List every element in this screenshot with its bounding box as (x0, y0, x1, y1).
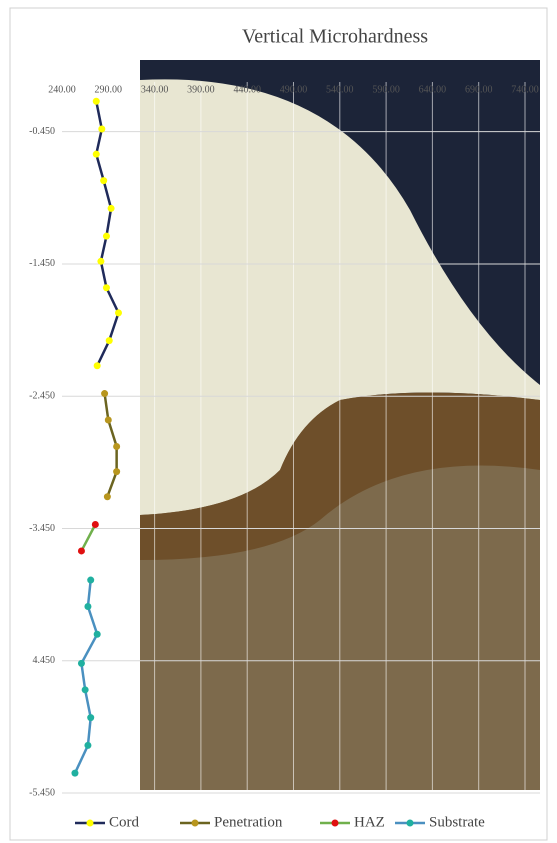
legend-marker (192, 820, 199, 827)
data-point (113, 468, 120, 475)
y-tick-label: -5.450 (29, 787, 55, 798)
data-point (113, 443, 120, 450)
data-point (87, 714, 94, 721)
legend-marker (407, 820, 414, 827)
y-tick-label: -1.450 (29, 258, 55, 269)
y-tick-label: -3.450 (29, 523, 55, 534)
x-tick-label: 590.00 (372, 84, 400, 95)
data-point (97, 258, 104, 265)
x-tick-label: 640.00 (419, 84, 447, 95)
data-point (98, 126, 105, 133)
data-point (93, 98, 100, 105)
x-tick-label: 390.00 (187, 84, 215, 95)
y-tick-label: -2.450 (29, 391, 55, 402)
data-point (94, 631, 101, 638)
data-point (92, 521, 99, 528)
x-tick-label: 290.00 (95, 84, 123, 95)
data-point (71, 770, 78, 777)
data-point (103, 233, 110, 240)
legend-marker (332, 820, 339, 827)
x-tick-label: 740.00 (511, 84, 539, 95)
data-point (78, 547, 85, 554)
x-tick-label: 240.00 (48, 84, 76, 95)
data-point (101, 390, 108, 397)
legend-label: Cord (109, 814, 140, 830)
data-point (115, 309, 122, 316)
x-tick-label: 490.00 (280, 84, 308, 95)
data-point (108, 205, 115, 212)
chart-title: Vertical Microhardness (242, 26, 428, 48)
x-tick-label: 340.00 (141, 84, 169, 95)
legend-label: HAZ (354, 814, 385, 830)
data-point (100, 177, 107, 184)
data-point (105, 417, 112, 424)
chart: Vertical Microhardness Cord Penetration HA… (0, 0, 557, 843)
data-point (84, 742, 91, 749)
legend-marker (87, 820, 94, 827)
x-tick-label: 540.00 (326, 84, 354, 95)
data-point (93, 151, 100, 158)
y-tick-label: 4.450 (33, 655, 56, 666)
y-tick-label: -0.450 (29, 126, 55, 137)
data-point (94, 362, 101, 369)
data-point (103, 284, 110, 291)
x-tick-label: 440.00 (233, 84, 261, 95)
legend-label: Penetration (214, 814, 283, 830)
data-point (82, 686, 89, 693)
data-point (84, 603, 91, 610)
data-point (87, 577, 94, 584)
data-point (78, 660, 85, 667)
x-tick-label: 690.00 (465, 84, 493, 95)
data-point (104, 493, 111, 500)
data-point (106, 337, 113, 344)
legend-label: Substrate (429, 814, 485, 830)
